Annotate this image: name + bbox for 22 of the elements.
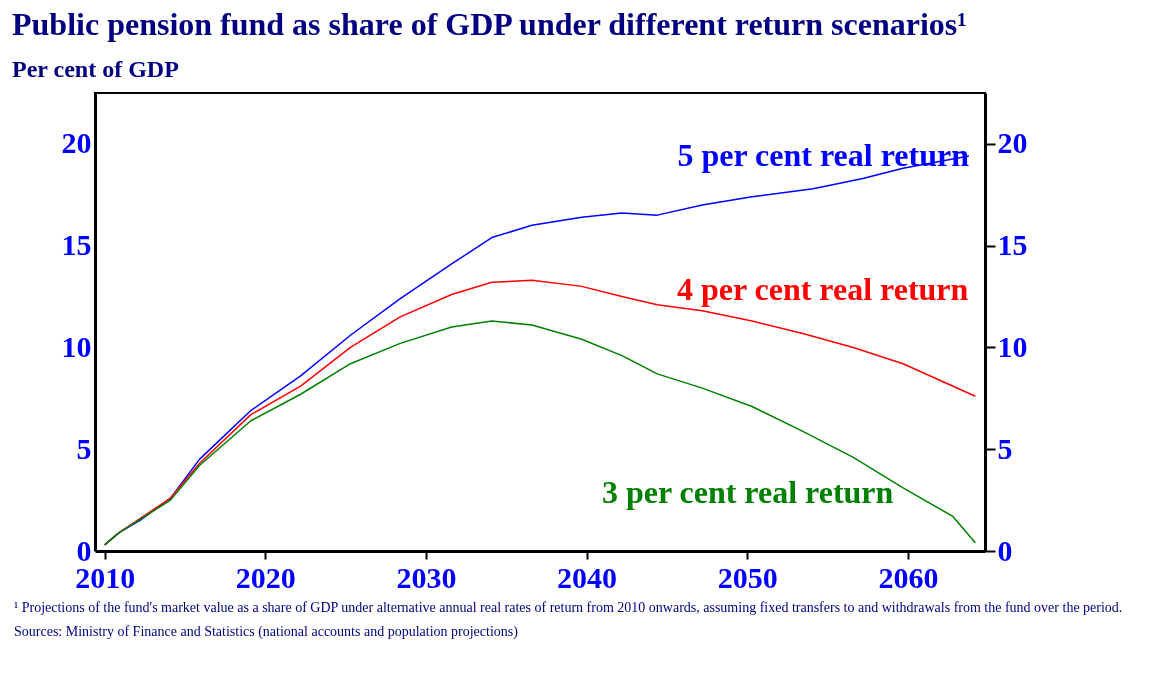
x-tick-label: 2040 bbox=[557, 560, 618, 594]
text: ¹ Projections of the fund's market value as a share of GDP under alternative annual real rates of return from 2010 onwards, assuming fixed transfers to and withdrawals from the fund over the period. bbox=[14, 600, 1124, 616]
y2-tick-label: 20 bbox=[997, 126, 1028, 160]
chart-title: Public pension fund as share of GDP under different return scenarios¹ bbox=[12, 6, 967, 43]
y-tick-label: 10 bbox=[61, 329, 92, 363]
y-tick-label: 15 bbox=[61, 228, 92, 262]
y2-tick-label: 15 bbox=[997, 228, 1028, 262]
x-tick-label: 2060 bbox=[878, 560, 939, 594]
y2-tick-label: 0 bbox=[997, 533, 1013, 567]
series-label: 5 per cent real return bbox=[677, 137, 970, 174]
source-note: Sources: Ministry of Finance and Statistics (national accounts and population projections) bbox=[14, 624, 519, 640]
y2-tick-label: 5 bbox=[997, 431, 1013, 465]
x-tick-label: 2030 bbox=[396, 560, 457, 594]
y-tick-label: 20 bbox=[61, 126, 92, 160]
line-series bbox=[103, 320, 977, 546]
x-tick-label: 2020 bbox=[235, 560, 296, 594]
x-tick-label: 2050 bbox=[717, 560, 778, 594]
chart-subtitle: Per cent of GDP bbox=[12, 56, 179, 83]
series-label: 4 per cent real return bbox=[676, 271, 969, 308]
y2-tick-label: 10 bbox=[997, 329, 1028, 363]
series-label: 3 per cent real return bbox=[601, 473, 894, 510]
y-tick-label: 5 bbox=[76, 431, 92, 465]
